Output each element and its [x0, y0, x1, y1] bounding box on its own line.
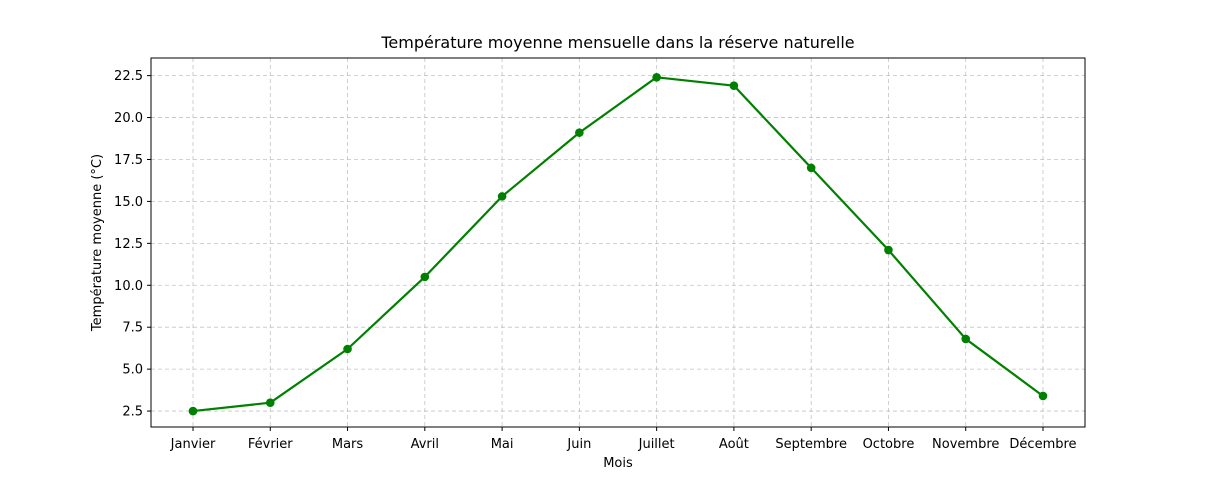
series-layer: [188, 72, 1048, 416]
x-tick-label: Décembre: [1009, 437, 1076, 452]
x-tick-label: Avril: [411, 437, 439, 452]
y-axis-label: Température moyenne (°C): [90, 154, 105, 332]
data-point: [884, 245, 893, 255]
data-point: [729, 81, 739, 90]
y-tick-label: 5.0: [122, 363, 143, 378]
x-tick-label: Mai: [491, 437, 514, 452]
grid: [151, 58, 1085, 427]
data-point: [961, 334, 971, 344]
data-point: [343, 344, 352, 354]
data-point: [497, 192, 507, 201]
y-tick-label: 17.5: [114, 153, 143, 168]
x-tick-label: Août: [719, 437, 749, 452]
x-tick-label: Juin: [566, 437, 591, 452]
data-point: [420, 272, 430, 282]
data-point: [188, 406, 198, 416]
data-point: [806, 163, 816, 173]
y-tick-label: 12.5: [114, 237, 143, 252]
data-point: [1038, 391, 1048, 401]
x-tick-label: Janvier: [170, 437, 216, 452]
y-tick-label: 20.0: [114, 111, 143, 126]
y-tick-label: 2.5: [122, 405, 143, 420]
x-tick-label: Février: [248, 437, 293, 452]
y-tick-label: 15.0: [114, 195, 143, 210]
x-tick-label: Novembre: [932, 437, 999, 452]
data-point: [575, 128, 584, 137]
data-point: [265, 398, 275, 407]
x-tick-label: Mars: [332, 437, 364, 452]
y-tick-label: 22.5: [114, 69, 143, 84]
axis-ticks: Janvier Février Mars Avril Mai Juin Juillet Aoû…: [114, 69, 1077, 452]
x-axis-label: Mois: [603, 456, 633, 471]
x-tick-label: Juillet: [638, 437, 675, 452]
y-tick-label: 7.5: [122, 321, 143, 336]
chart-title: Température moyenne mensuelle dans la ré…: [380, 33, 854, 52]
plot-frame: [150, 57, 1086, 428]
series-line: [192, 76, 1044, 413]
data-point: [652, 72, 661, 82]
y-tick-label: 10.0: [114, 279, 143, 294]
x-tick-label: Septembre: [775, 437, 847, 452]
x-tick-label: Octobre: [863, 437, 915, 452]
